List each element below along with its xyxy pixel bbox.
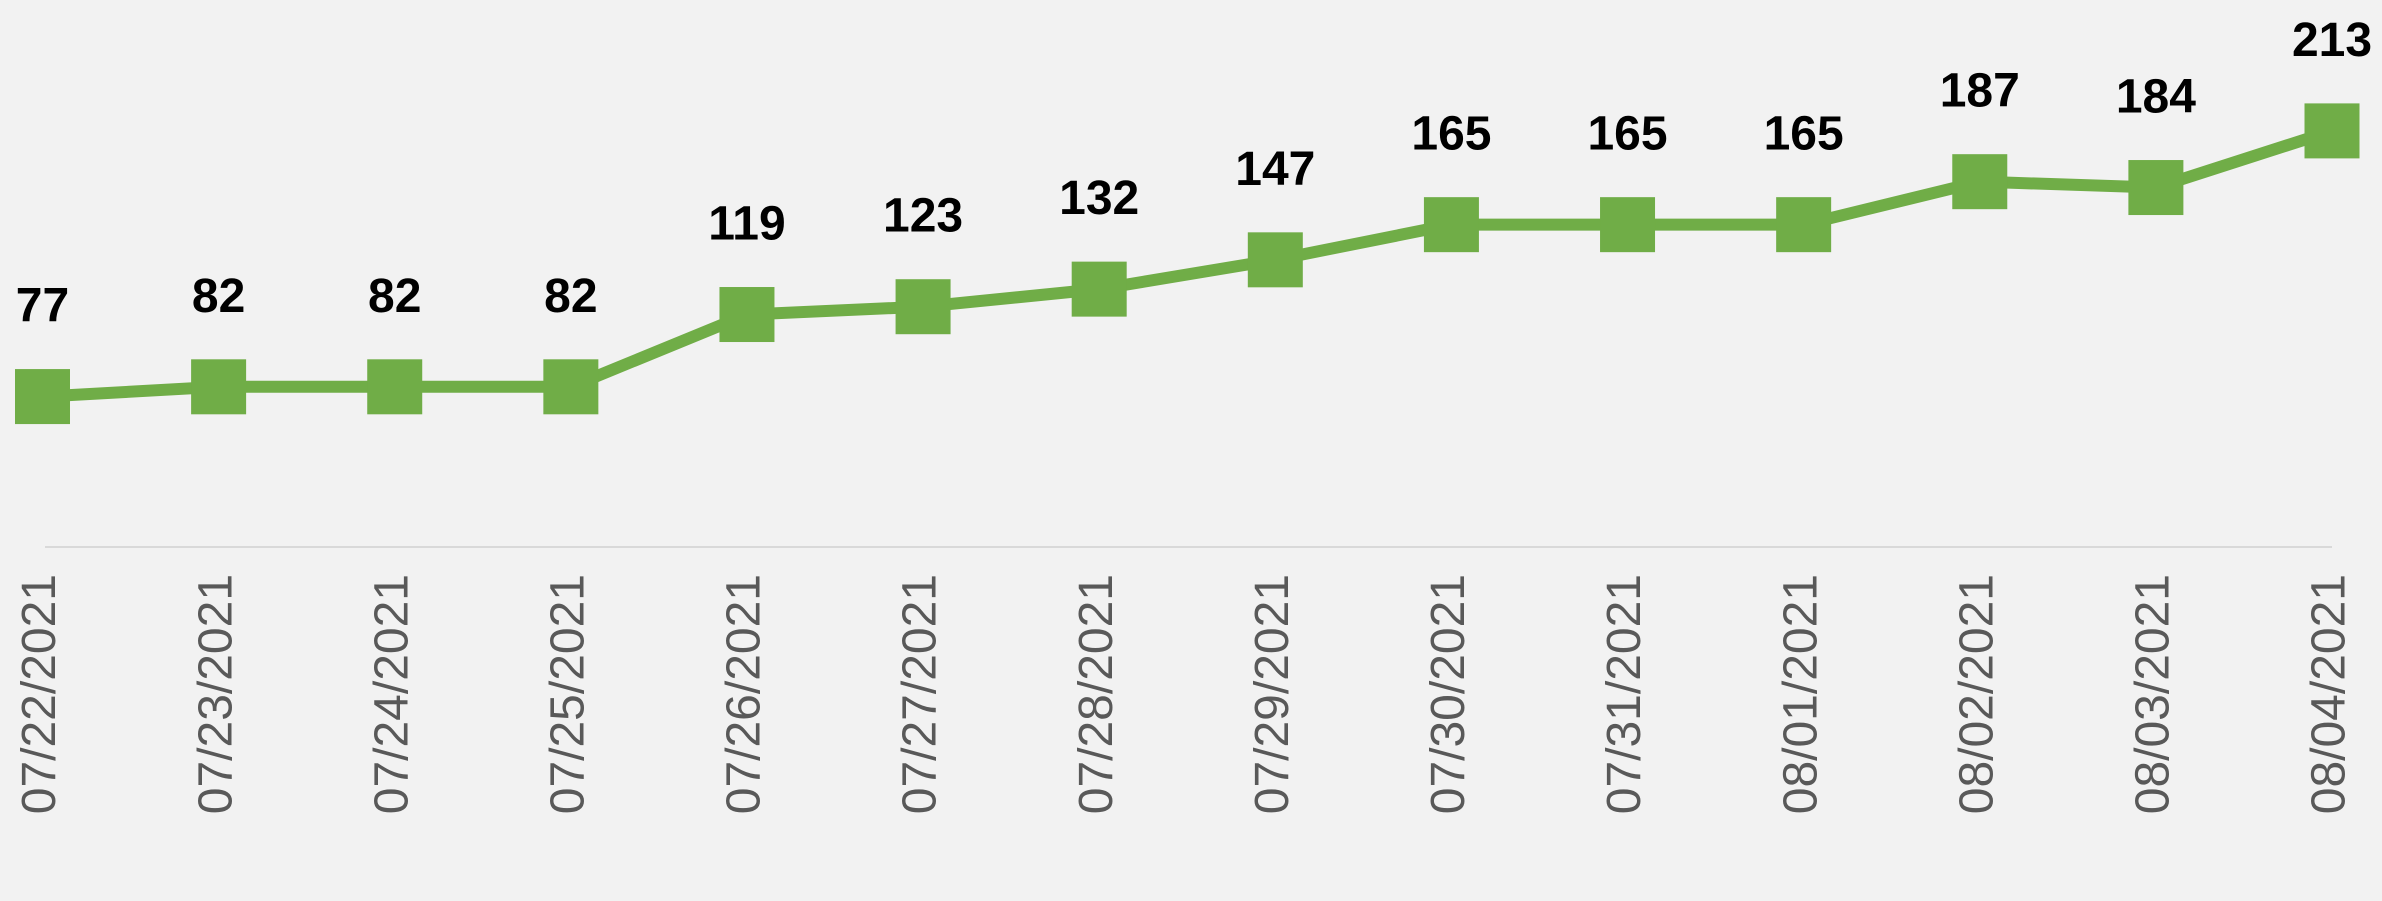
marker [543,359,599,415]
x-tick-label: 07/24/2021 [365,574,418,814]
data-label: 82 [368,270,421,323]
marker [191,359,247,415]
x-tick-label: 07/31/2021 [1598,574,1651,814]
marker [895,279,951,335]
marker [1600,197,1656,253]
data-label: 132 [1059,172,1139,225]
marker [15,369,70,425]
x-tick-label: 08/03/2021 [2127,574,2180,814]
marker [1776,197,1832,253]
marker [1423,197,1479,253]
data-label: 119 [708,198,785,251]
x-tick-label: 08/02/2021 [1950,574,2003,814]
marker [1952,154,2008,210]
data-label: 165 [1764,108,1844,161]
data-label: 187 [1940,65,2020,118]
line [42,125,2334,403]
x-tick-label: 08/04/2021 [2303,574,2356,814]
data-label: 82 [192,270,245,323]
marker [367,359,423,415]
x-tick-label: 07/28/2021 [1070,574,1123,814]
data-label: 82 [544,270,597,323]
marker [2304,103,2360,159]
data-label: 184 [2116,71,2196,124]
x-tick-label: 07/23/2021 [189,574,242,814]
x-tick-label: 07/22/2021 [13,574,66,814]
marker [1247,232,1303,288]
x-tick-label: 07/27/2021 [894,574,947,814]
x-tick-label: 07/26/2021 [718,574,771,814]
x-tick-label: 07/30/2021 [1422,574,1475,814]
data-label: 147 [1235,143,1315,196]
x-tick-label: 07/25/2021 [542,574,595,814]
data-label: 77 [16,280,69,333]
x-tick-label: 07/29/2021 [1246,574,1299,814]
data-label: 213 [2292,14,2372,67]
x-tick-label: 08/01/2021 [1774,574,1827,814]
marker [1071,261,1127,317]
marker [2128,160,2184,216]
data-label: 123 [883,190,963,243]
data-label: 165 [1411,108,1491,161]
data-label: 165 [1587,108,1667,161]
marker [719,287,775,343]
